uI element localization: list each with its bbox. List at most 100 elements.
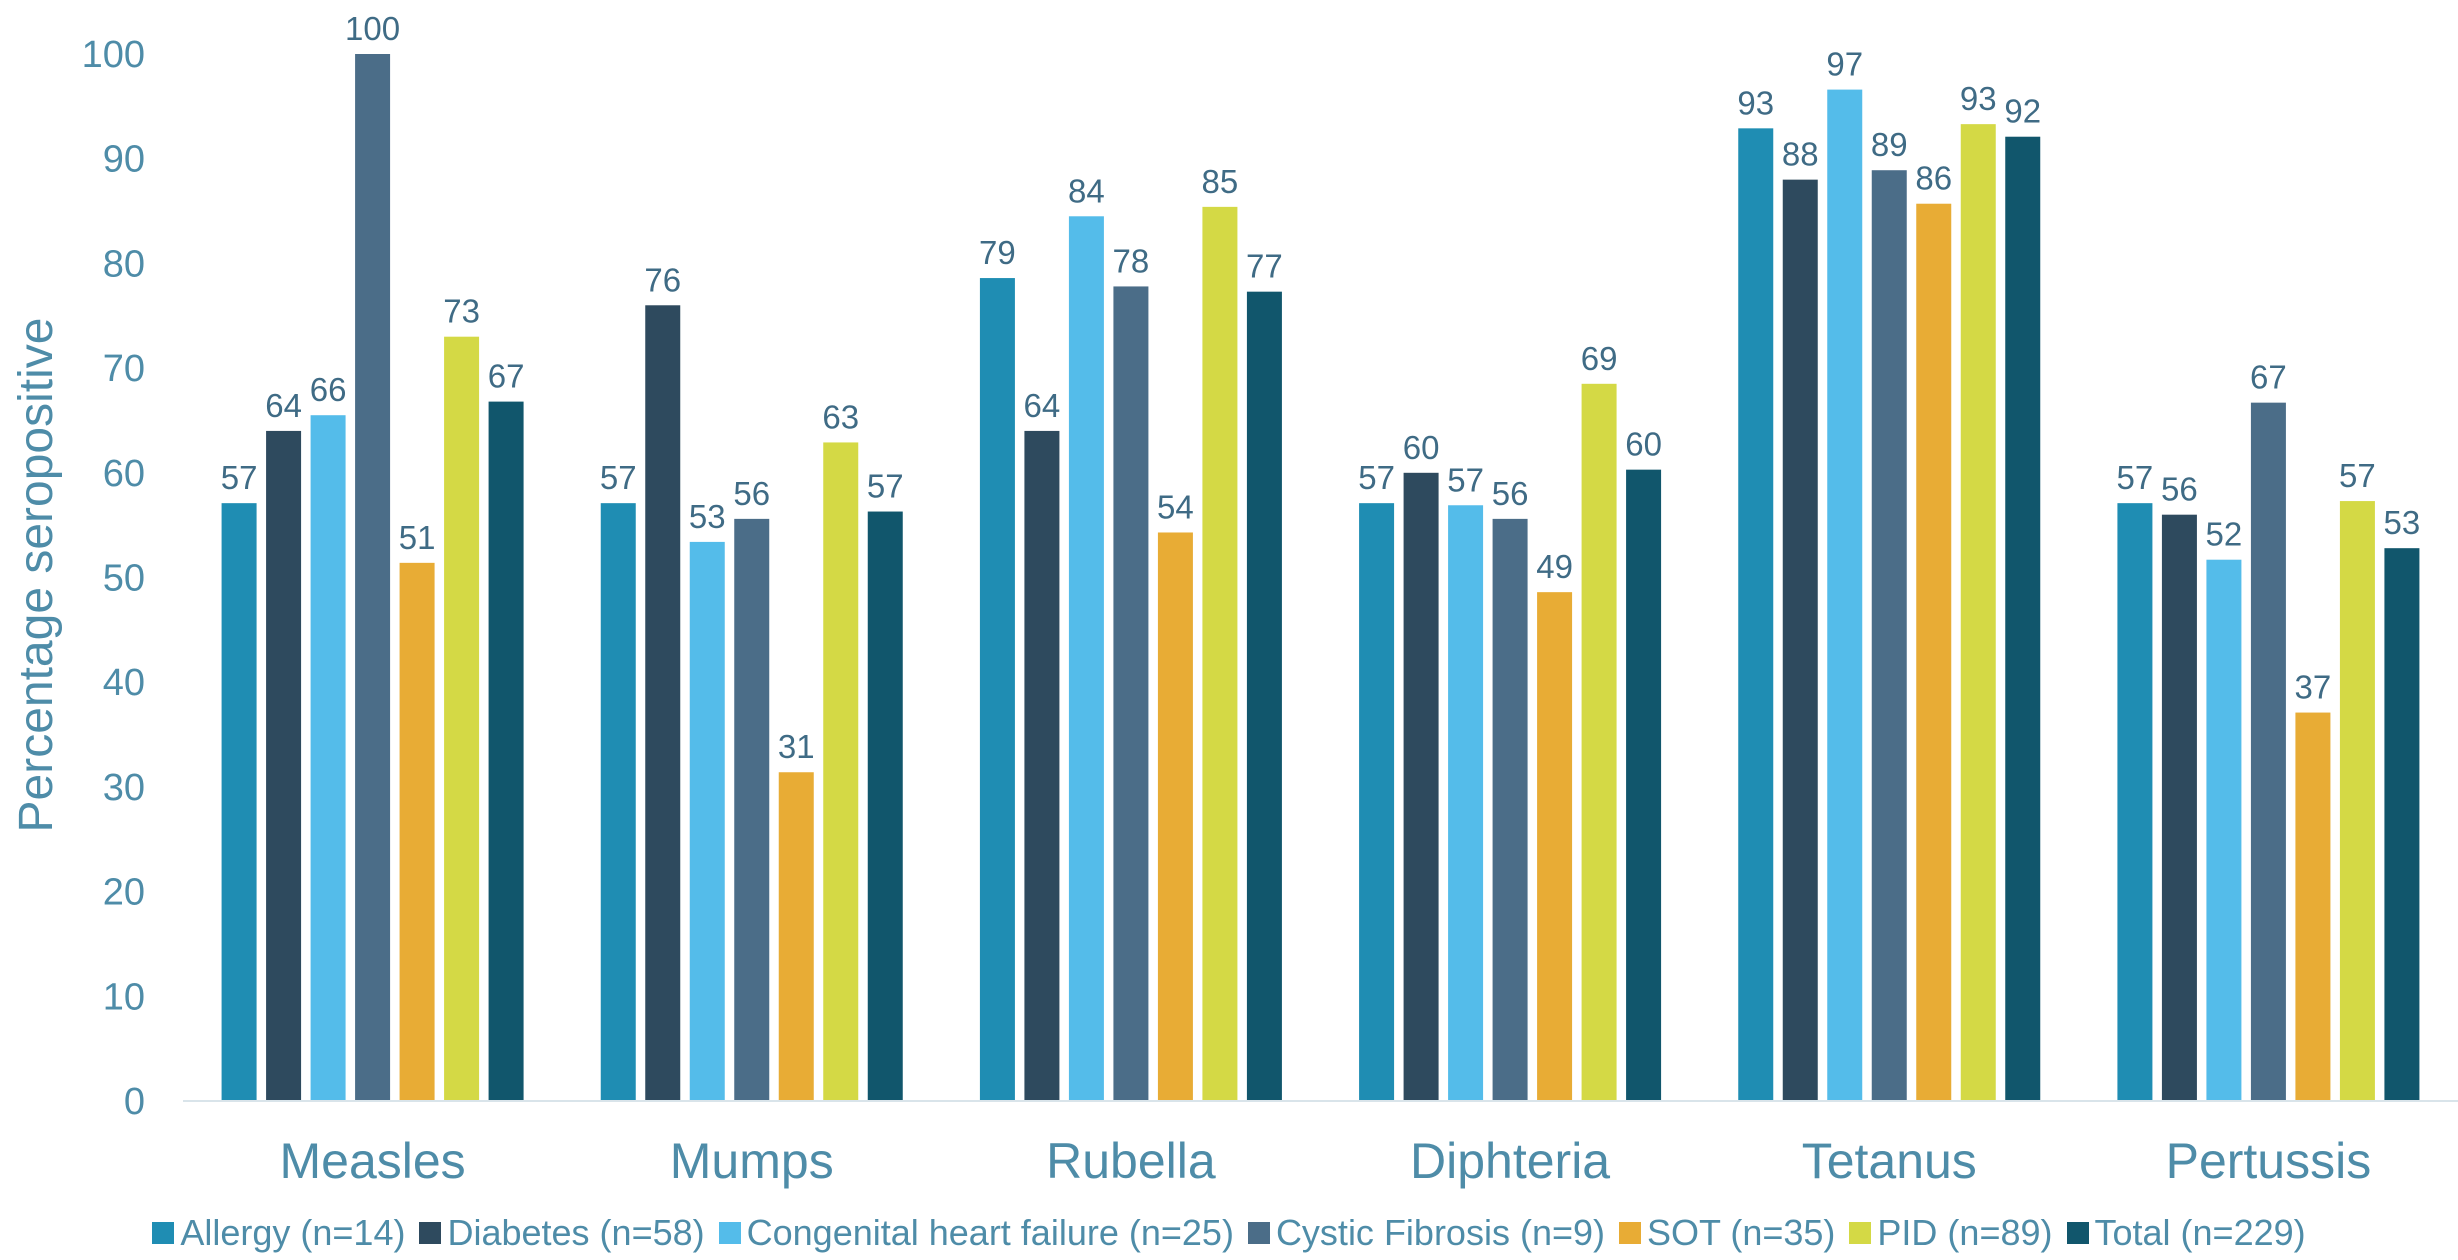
legend-item: SOT (n=35) xyxy=(1619,1212,1835,1254)
data-label: 51 xyxy=(399,519,436,556)
bar xyxy=(1246,291,1282,1101)
bar xyxy=(1157,532,1193,1101)
data-label: 54 xyxy=(1157,488,1194,525)
bar xyxy=(266,430,302,1101)
data-label: 100 xyxy=(345,10,400,47)
y-tick-label: 50 xyxy=(103,558,145,600)
data-label: 92 xyxy=(2004,93,2041,130)
y-tick-label: 80 xyxy=(103,243,145,285)
legend-item: Diabetes (n=58) xyxy=(419,1212,705,1254)
bar xyxy=(1359,503,1395,1102)
data-label: 57 xyxy=(600,459,637,496)
bar xyxy=(689,541,725,1101)
y-tick-label: 40 xyxy=(103,662,145,704)
data-label: 52 xyxy=(2206,516,2243,553)
y-tick-label: 60 xyxy=(103,453,145,495)
y-tick-label: 100 xyxy=(82,34,145,76)
bar xyxy=(310,415,346,1102)
data-label: 93 xyxy=(1737,84,1774,121)
legend-swatch xyxy=(2066,1222,2089,1244)
y-tick-label: 70 xyxy=(103,348,145,390)
bar xyxy=(1537,592,1573,1101)
data-label: 57 xyxy=(2339,457,2376,494)
legend: Allergy (n=14) Diabetes (n=58) Congenital … xyxy=(0,1210,2458,1256)
bar xyxy=(444,336,480,1101)
data-label: 97 xyxy=(1826,46,1863,83)
data-label: 56 xyxy=(2161,471,2198,508)
y-tick-label: 90 xyxy=(103,139,145,181)
category-label: Tetanus xyxy=(1802,1133,1977,1189)
data-label: 66 xyxy=(310,371,347,408)
data-label: 63 xyxy=(822,398,859,435)
bar xyxy=(1960,124,1996,1102)
data-label: 49 xyxy=(1536,548,1573,585)
category-label: Measles xyxy=(279,1133,465,1189)
legend-label: Allergy (n=14) xyxy=(180,1212,406,1253)
data-label: 56 xyxy=(1492,475,1529,512)
bar xyxy=(1581,383,1617,1101)
legend-swatch xyxy=(1849,1222,1872,1244)
data-label: 53 xyxy=(2384,504,2421,541)
data-label: 78 xyxy=(1113,242,1150,279)
bar xyxy=(2250,402,2286,1101)
bars xyxy=(221,54,2420,1102)
bar xyxy=(1024,430,1060,1101)
bar xyxy=(355,54,391,1101)
data-label: 57 xyxy=(867,468,904,505)
bar xyxy=(1782,179,1818,1101)
bar xyxy=(1738,128,1774,1101)
legend-label: SOT (n=35) xyxy=(1647,1212,1836,1253)
data-label: 57 xyxy=(221,459,258,496)
data-label: 89 xyxy=(1871,126,1908,163)
bar xyxy=(734,518,770,1101)
data-label: 60 xyxy=(1403,429,1440,466)
bar xyxy=(867,511,903,1101)
data-label: 79 xyxy=(979,234,1016,271)
bar xyxy=(2117,503,2153,1102)
legend-label: Diabetes (n=58) xyxy=(447,1212,705,1253)
legend-label: Cystic Fibrosis (n=9) xyxy=(1275,1212,1605,1253)
data-label: 73 xyxy=(443,293,480,330)
data-label: 57 xyxy=(2117,459,2154,496)
bar xyxy=(1448,505,1484,1102)
category-label: Pertussis xyxy=(2166,1133,2372,1189)
data-label: 88 xyxy=(1782,136,1819,173)
bar xyxy=(1202,206,1238,1101)
bar xyxy=(2206,559,2242,1101)
y-tick-label: 10 xyxy=(103,976,145,1018)
legend-swatch xyxy=(1619,1222,1641,1244)
legend-label: Total (n=229) xyxy=(2094,1212,2306,1253)
bar xyxy=(488,401,524,1101)
category-label: Diphteria xyxy=(1410,1133,1610,1189)
bar xyxy=(645,305,681,1101)
data-label: 67 xyxy=(488,358,525,395)
y-axis-title: Percentage seropositive xyxy=(10,318,63,833)
bar xyxy=(221,503,257,1102)
bar xyxy=(979,278,1015,1102)
data-label: 77 xyxy=(1246,248,1283,285)
data-label: 64 xyxy=(265,387,302,424)
bar xyxy=(2384,548,2420,1101)
bar xyxy=(2295,712,2331,1101)
data-label: 86 xyxy=(1915,160,1952,197)
legend-swatch xyxy=(1247,1222,1270,1244)
legend-swatch xyxy=(419,1222,442,1244)
bar xyxy=(1492,518,1528,1101)
bar xyxy=(1113,286,1149,1102)
data-label: 69 xyxy=(1581,340,1618,377)
legend-swatch xyxy=(152,1222,175,1244)
data-label: 93 xyxy=(1960,80,1997,117)
data-label: 57 xyxy=(1447,461,1484,498)
legend-item: Congenital heart failure (n=25) xyxy=(718,1212,1234,1254)
y-tick-label: 30 xyxy=(103,767,145,809)
data-label: 67 xyxy=(2250,359,2287,396)
data-label: 85 xyxy=(1202,163,1239,200)
category-label: Mumps xyxy=(670,1133,834,1189)
bar xyxy=(1403,472,1439,1101)
bar xyxy=(1827,89,1863,1101)
data-label: 56 xyxy=(733,475,770,512)
data-label: 57 xyxy=(1358,459,1395,496)
bar xyxy=(1068,216,1104,1101)
